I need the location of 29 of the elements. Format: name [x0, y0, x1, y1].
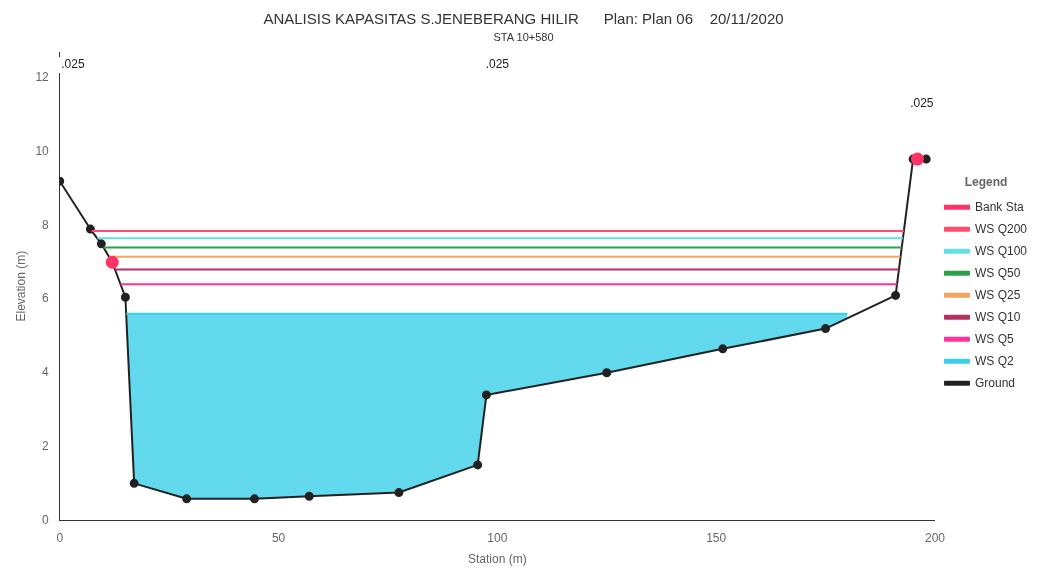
annotation: .025	[485, 57, 510, 72]
x-tick-label: 200	[924, 530, 946, 545]
y-tick-label: 8	[42, 217, 50, 232]
legend-label: WS Q10	[974, 309, 1021, 324]
legend-label: Bank Sta	[974, 199, 1024, 214]
y-tick-label: 10	[35, 144, 50, 159]
x-tick-label: 100	[487, 530, 508, 545]
legend-label: WS Q25	[974, 287, 1021, 302]
legend-title: Legend	[964, 175, 1008, 190]
x-axis-title: Station (m)	[468, 552, 527, 567]
x-tick-label: 150	[706, 530, 727, 545]
annotation: .025	[910, 96, 934, 111]
y-tick-label: 12	[35, 70, 50, 85]
y-axis-title: Elevation (m)	[13, 250, 28, 322]
y-tick-label: 6	[42, 291, 50, 306]
legend-label: WS Q50	[974, 265, 1021, 280]
y-tick-label: 2	[42, 438, 50, 453]
y-tick-label: 4	[42, 365, 50, 380]
legend-label: WS Q100	[974, 243, 1028, 258]
chart-title: ANALISIS KAPASITAS S.JENEBERANG HILIR Plan: Plan 06 20/11/2020	[263, 10, 784, 28]
legend-label: WS Q5	[974, 331, 1014, 346]
chart-subtitle: STA 10+580	[493, 30, 554, 43]
y-tick-label: 0	[42, 512, 50, 527]
x-tick-label: 50	[271, 530, 286, 545]
x-tick-label: 0	[56, 530, 64, 545]
legend-label: WS Q200	[974, 221, 1028, 236]
legend-label: Ground	[974, 375, 1016, 390]
annotation: .025	[61, 57, 85, 72]
legend-label: WS Q2	[974, 353, 1014, 368]
